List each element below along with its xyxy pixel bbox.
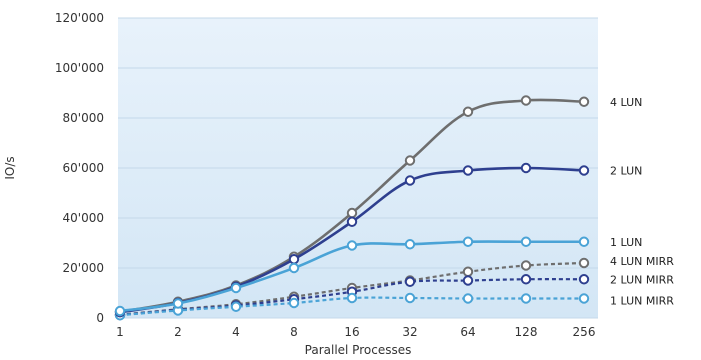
y-tick-label: 60'000 [63,161,104,175]
x-axis-title: Parallel Processes [305,343,412,357]
data-point-1-lun [172,298,184,309]
data-point-2-lun [346,216,358,227]
data-point-1-lun-mirr [462,293,474,304]
data-point-2-lun [520,162,532,174]
x-tick-label: 64 [460,325,475,339]
data-point-1-lun [288,262,300,274]
series-label-2-lun-mirr: 2 LUN MIRR [610,273,674,286]
series-label-1-lun: 1 LUN [610,236,642,249]
y-tick-label: 120'000 [55,11,104,25]
series-labels: 4 LUN 2 LUN 1 LUN 4 LUN MIRR 2 LUN MIRR 1 LUN… [610,96,674,308]
series-label-4-lun-mirr: 4 LUN MIRR [610,255,674,268]
y-tick-label: 40'000 [63,211,104,225]
data-point-1-lun [230,282,242,294]
series-label-4-lun: 4 LUN [610,96,642,109]
data-point-4-lun [404,155,416,166]
data-point-1-lun [520,236,532,247]
data-point-2-lun [578,165,590,176]
x-tick-label: 8 [290,325,298,339]
data-point-1-lun-mirr [288,297,300,309]
data-point-1-lun-mirr [520,293,532,304]
y-tick-label: 0 [96,311,104,325]
data-point-1-lun [462,236,474,247]
x-axis-ticks: 1 2 4 8 16 32 64 128 256 [116,325,595,339]
data-point-4-lun-mirr [462,266,474,277]
y-tick-label: 80'000 [63,111,104,125]
data-point-1-lun [404,239,416,250]
y-tick-label: 20'000 [63,261,104,275]
x-tick-label: 128 [515,325,538,339]
data-point-1-lun-mirr [578,293,590,304]
data-point-2-lun-mirr [462,275,474,286]
y-tick-label: 100'000 [55,61,104,75]
x-tick-label: 16 [344,325,359,339]
x-tick-label: 4 [232,325,240,339]
x-tick-label: 1 [116,325,124,339]
data-point-1-lun-mirr [230,301,242,312]
data-point-1-lun [346,240,358,251]
series-label-2-lun: 2 LUN [610,165,642,178]
data-point-1-lun [114,305,126,317]
data-point-4-lun-mirr [578,257,590,269]
y-axis-ticks: 0 20'000 40'000 60'000 80'000 100'000 120'000 [55,11,104,325]
x-tick-label: 32 [402,325,417,339]
x-tick-label: 256 [573,325,596,339]
data-point-2-lun-mirr [404,276,416,287]
series-label-1-lun-mirr: 1 LUN MIRR [610,295,674,308]
data-point-4-lun [462,106,474,117]
data-point-4-lun [520,95,532,106]
x-tick-label: 2 [174,325,182,339]
data-point-2-lun [462,165,474,176]
data-point-4-lun [578,96,590,107]
data-point-2-lun [404,175,416,186]
data-point-4-lun-mirr [520,260,532,271]
data-point-2-lun-mirr [578,274,590,285]
y-axis-title: IO/s [3,156,17,179]
data-point-2-lun-mirr [520,274,532,285]
data-point-2-lun [288,254,300,265]
data-point-4-lun [346,207,358,219]
series-lines [114,95,590,321]
data-point-1-lun [578,236,590,247]
data-point-1-lun-mirr [404,292,416,304]
data-point-1-lun-mirr [346,292,358,304]
